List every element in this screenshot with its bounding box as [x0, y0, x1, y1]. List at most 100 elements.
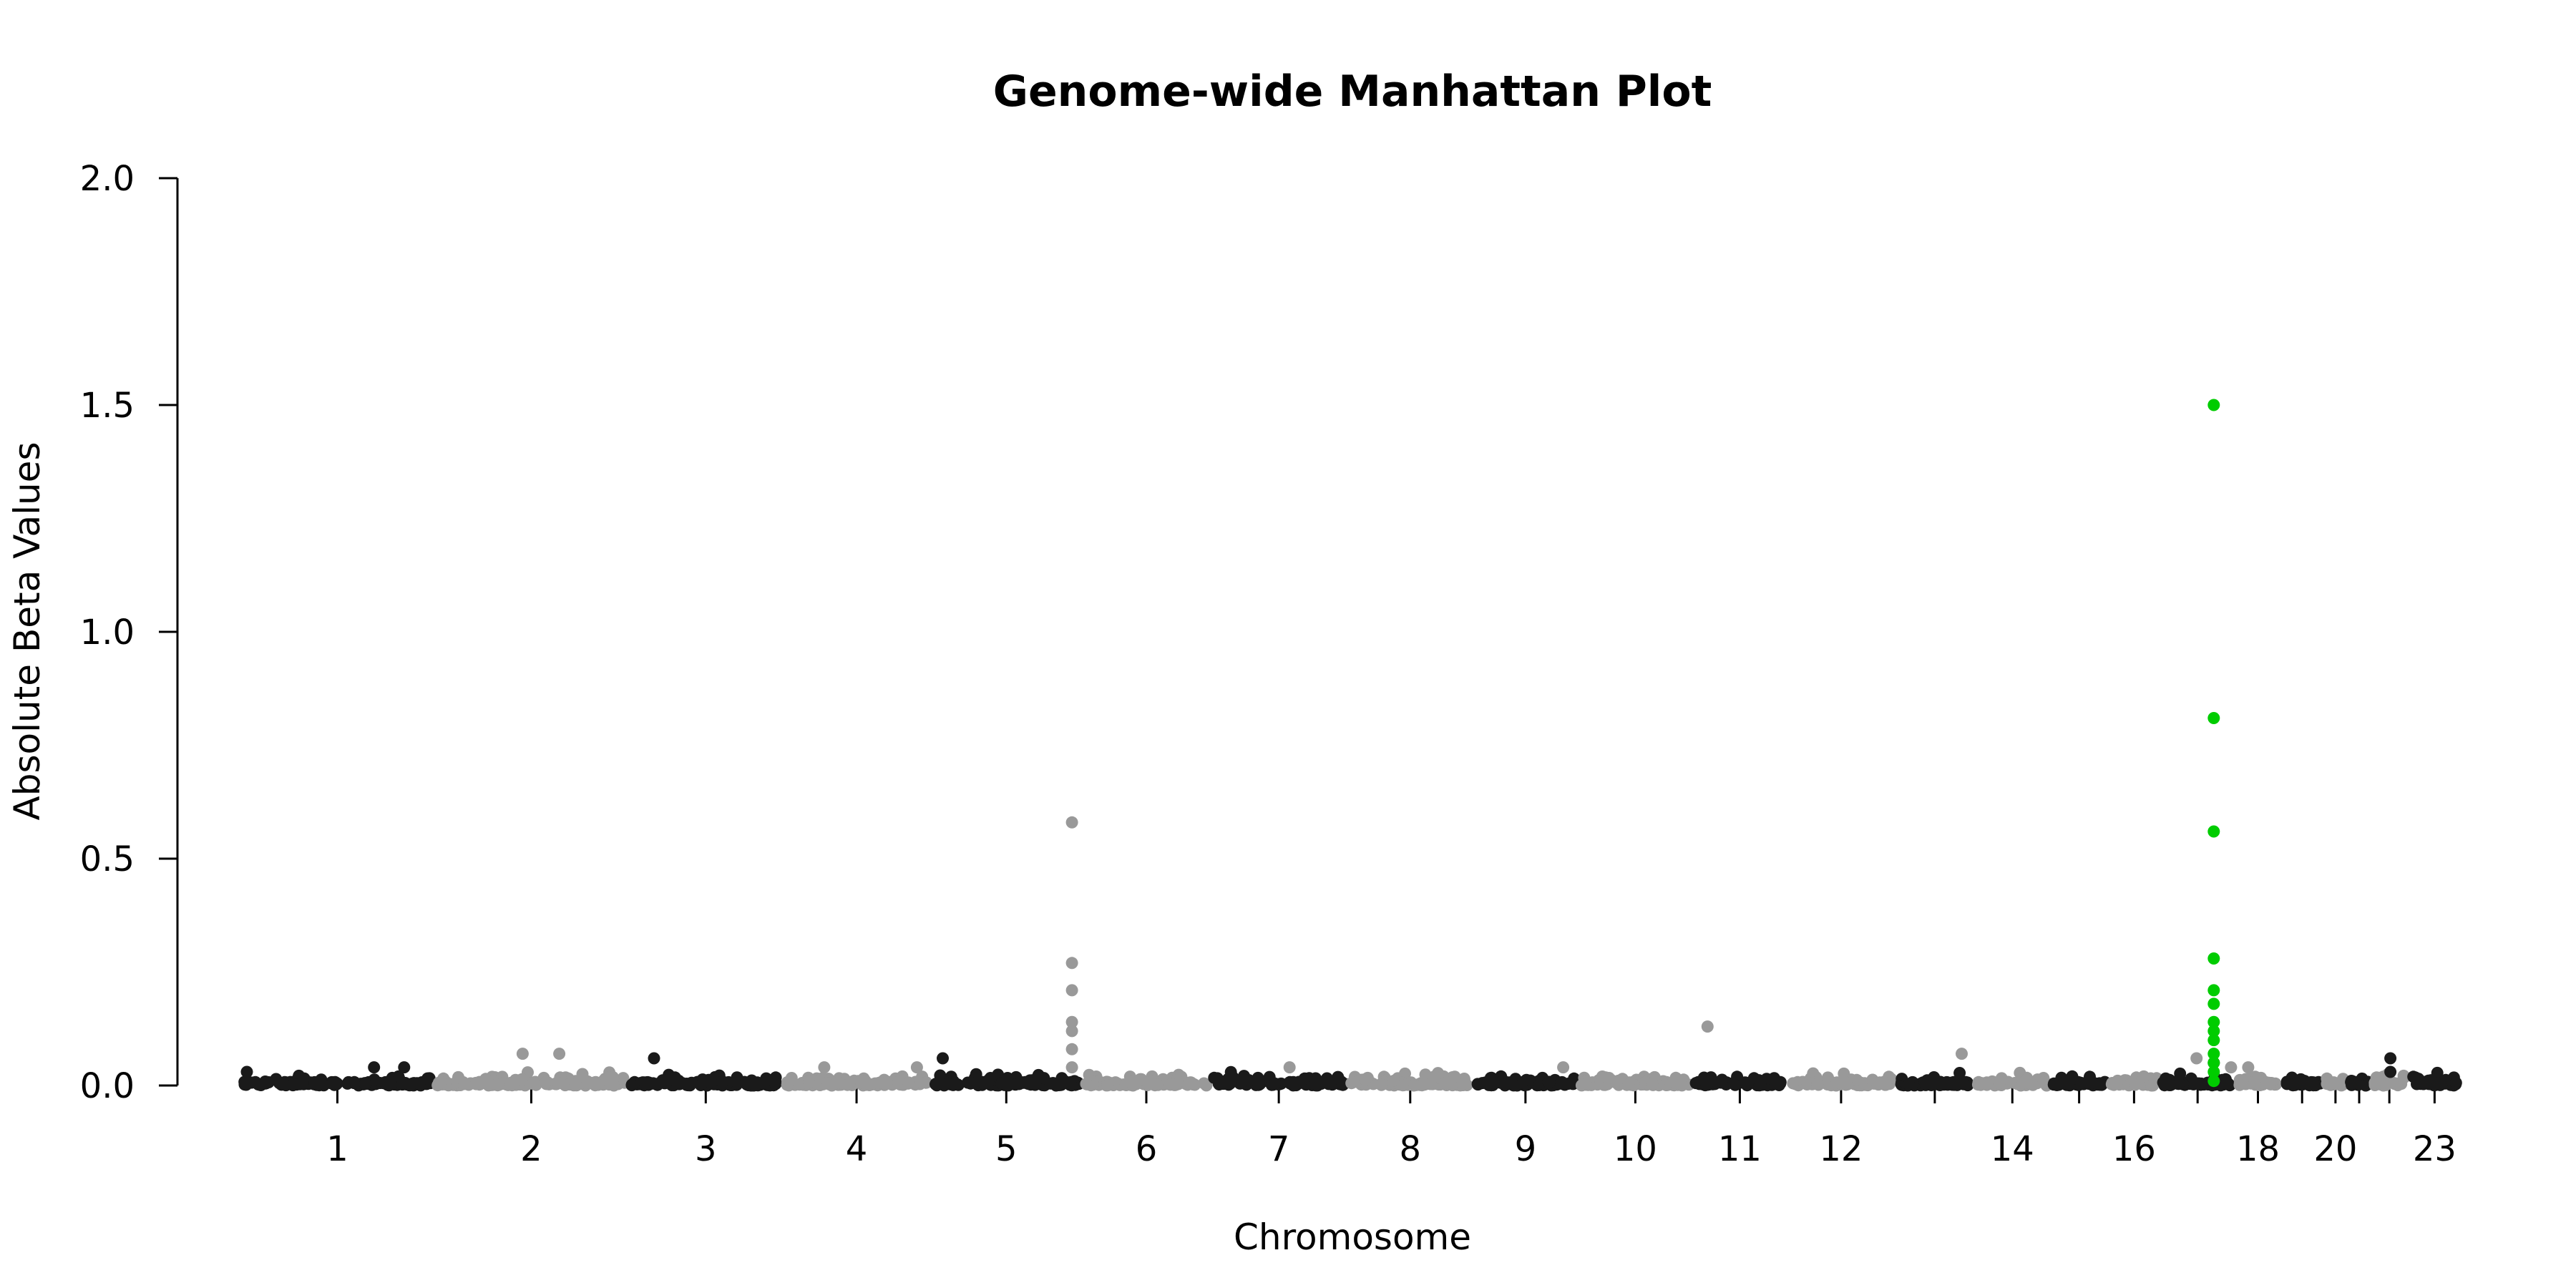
data-point [358, 1078, 371, 1091]
data-point [1880, 1077, 1893, 1090]
data-point [2037, 1076, 2050, 1089]
data-point [243, 1076, 256, 1088]
x-tick-label: 12 [1819, 1129, 1863, 1169]
data-point [1438, 1077, 1451, 1090]
x-tick-label: 23 [2413, 1129, 2457, 1169]
data-point [1269, 1077, 1282, 1090]
data-point [716, 1075, 728, 1088]
data-point [1830, 1076, 1843, 1089]
data-point [553, 1048, 566, 1060]
data-point [528, 1077, 541, 1090]
x-axis: 1 2 3 4 5 6 7 8 9 10 11 12 14 16 18 20 23 [326, 1085, 2457, 1169]
x-tick-label: 2 [520, 1129, 542, 1169]
data-point [1850, 1073, 1863, 1086]
data-point [2137, 1070, 2150, 1083]
x-tick-label: 8 [1400, 1129, 1422, 1169]
data-point [1055, 1078, 1068, 1091]
data-point [648, 1052, 660, 1065]
data-point [1419, 1068, 1432, 1081]
data-point [2422, 1078, 2435, 1091]
data-point [1065, 1025, 1078, 1038]
data-point [617, 1072, 630, 1085]
data-point [516, 1048, 529, 1060]
data-point [540, 1075, 552, 1088]
data-point [569, 1078, 582, 1091]
x-tick-label: 3 [695, 1129, 717, 1169]
y-tick-label: 0.0 [80, 1066, 135, 1106]
data-point [781, 1076, 794, 1088]
x-axis-label: Chromosome [1234, 1216, 1471, 1258]
data-point [1283, 1061, 1296, 1074]
data-points [238, 399, 2462, 1092]
highlight-point [2207, 399, 2220, 411]
data-point [278, 1078, 291, 1091]
data-point [859, 1075, 872, 1087]
highlight-point [2207, 1025, 2220, 1038]
data-point [1953, 1067, 1966, 1079]
data-point [930, 1078, 942, 1091]
data-point [1407, 1079, 1420, 1092]
data-point [646, 1077, 659, 1090]
data-point [975, 1075, 988, 1088]
data-point [1840, 1076, 1853, 1089]
data-point [1820, 1075, 1833, 1088]
data-point [576, 1068, 589, 1080]
data-point [2384, 1065, 2397, 1078]
highlight-point [2207, 1048, 2220, 1060]
data-point [1557, 1061, 1570, 1074]
data-point [1956, 1048, 1968, 1060]
highlight-point [2207, 825, 2220, 838]
y-tick-label: 0.5 [80, 839, 135, 879]
data-point [470, 1078, 482, 1091]
y-tick-label: 1.5 [80, 386, 135, 426]
data-point [1002, 1079, 1015, 1092]
data-point [892, 1075, 905, 1088]
data-point [2384, 1052, 2397, 1065]
x-tick-label: 6 [1136, 1129, 1158, 1169]
data-point [2305, 1075, 2318, 1088]
data-point [625, 1078, 638, 1091]
data-point [1065, 984, 1078, 997]
data-point [1669, 1071, 1682, 1084]
data-point [328, 1076, 341, 1089]
data-point [1543, 1075, 1556, 1088]
data-point [2195, 1077, 2207, 1090]
data-point [1243, 1074, 1255, 1087]
data-point [2449, 1076, 2462, 1089]
y-axis: 0.0 0.5 1.0 1.5 2.0 [80, 159, 179, 1106]
data-point [2066, 1073, 2079, 1085]
data-point [1471, 1078, 1484, 1091]
data-point [1739, 1076, 1752, 1089]
data-point [1993, 1077, 2006, 1089]
data-point [1603, 1072, 1616, 1084]
x-tick-label: 10 [1614, 1129, 1657, 1169]
data-point [2047, 1078, 2060, 1091]
data-point [379, 1075, 392, 1088]
data-point [2248, 1076, 2261, 1089]
y-axis-label: Absolute Beta Values [6, 442, 48, 821]
data-point [874, 1076, 887, 1089]
data-point [458, 1078, 471, 1091]
data-point [663, 1073, 675, 1086]
data-point [1448, 1070, 1461, 1083]
data-point [1359, 1073, 1372, 1086]
data-point [1013, 1078, 1025, 1090]
data-point [1754, 1078, 1767, 1091]
x-tick-label: 5 [995, 1129, 1018, 1169]
data-point [1224, 1065, 1237, 1078]
data-point [1871, 1077, 1884, 1090]
data-point [910, 1061, 923, 1074]
data-point [1345, 1077, 1358, 1090]
data-point [2242, 1061, 2255, 1074]
data-point [1101, 1079, 1114, 1092]
data-point [1134, 1073, 1147, 1085]
data-point [2264, 1077, 2277, 1090]
x-tick-label: 16 [2112, 1129, 2156, 1169]
x-tick-label: 4 [846, 1129, 868, 1169]
data-point [902, 1076, 915, 1089]
data-point [1284, 1075, 1296, 1088]
data-point [2172, 1077, 2185, 1090]
highlight-point [2207, 1065, 2220, 1078]
data-point [1622, 1078, 1635, 1091]
